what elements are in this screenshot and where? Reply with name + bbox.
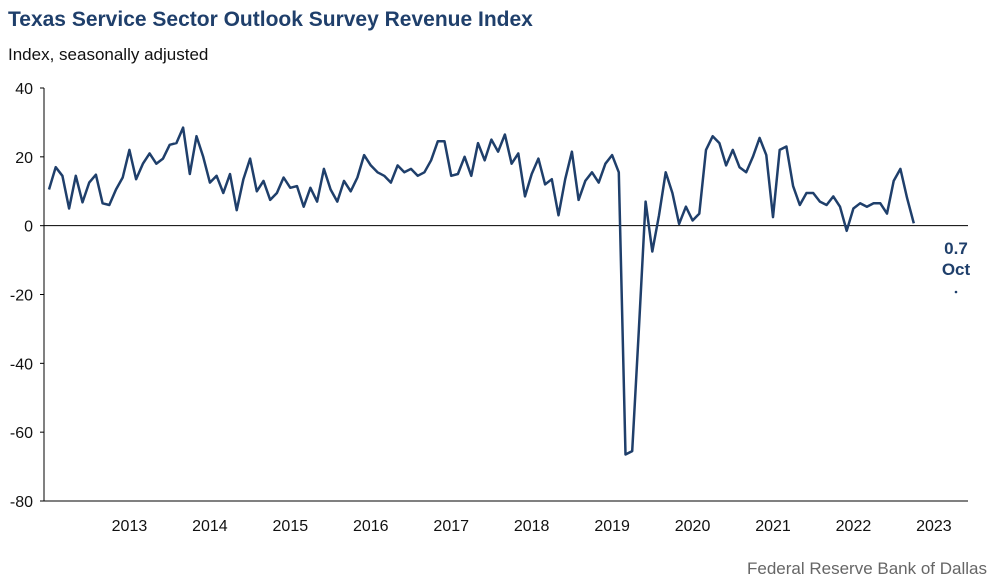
x-tick-label: 2018: [514, 518, 550, 535]
chart-labels: 40 20 0 -20 -40 -60 -80 2013 2014 2015 2016 2017 201…: [10, 81, 971, 535]
source-credit: Federal Reserve Bank of Dallas: [746, 559, 987, 578]
x-tick-label: 2014: [192, 518, 228, 535]
x-tick-label: 2013: [112, 518, 148, 535]
y-tick-label: -80: [10, 494, 33, 511]
chart-axes: [40, 87, 968, 502]
latest-value-label: 0.7: [944, 239, 968, 258]
y-tick-label: 20: [15, 150, 33, 167]
x-tick-label: 2016: [353, 518, 389, 535]
callout-dot: [954, 290, 958, 294]
y-tick-label: -20: [10, 288, 33, 305]
y-tick-label: 0: [24, 219, 33, 236]
y-tick-label: 40: [15, 81, 33, 98]
y-tick-label: -40: [10, 356, 33, 373]
y-tick-label: -60: [10, 425, 33, 442]
x-tick-label: 2015: [273, 518, 309, 535]
x-tick-label: 2020: [675, 518, 711, 535]
axis-unit-label: Index, seasonally adjusted: [8, 45, 209, 64]
x-tick-label: 2023: [916, 518, 952, 535]
x-tick-label: 2017: [433, 518, 469, 535]
latest-month-label: Oct: [942, 260, 971, 279]
revenue-index-line: [47, 126, 916, 456]
x-tick-label: 2022: [836, 518, 872, 535]
x-tick-label: 2019: [594, 518, 630, 535]
chart-plot-area: [47, 126, 916, 456]
chart-title: Texas Service Sector Outlook Survey Reve…: [8, 8, 533, 31]
x-tick-label: 2021: [755, 518, 791, 535]
